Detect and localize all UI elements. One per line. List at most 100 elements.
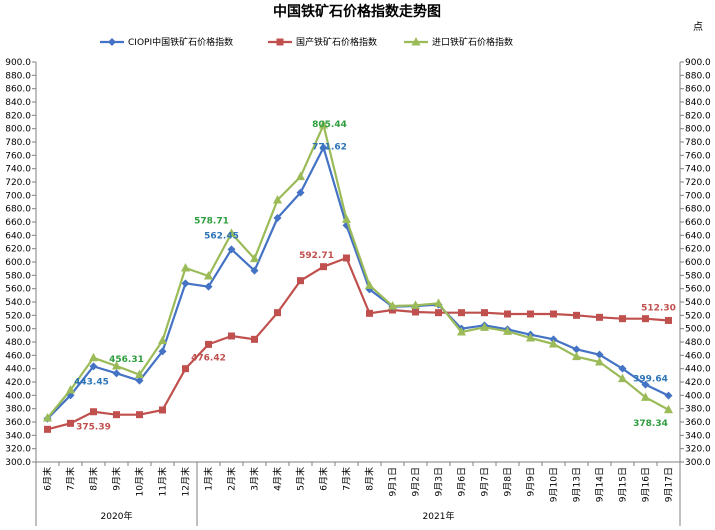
data-point-square [481, 309, 488, 317]
category-label: 2月末 [226, 467, 238, 491]
category-label: 9月6日 [457, 467, 468, 496]
category-label: 9月9日 [526, 467, 537, 496]
series-line [46, 123, 670, 419]
data-point-triangle [480, 322, 489, 331]
category-label: 9月末 [111, 467, 123, 491]
series-layer [43, 120, 673, 433]
data-label: 592.71 [299, 251, 334, 261]
category-label: 9月17日 [664, 467, 675, 502]
data-point-diamond [204, 282, 213, 291]
category-label: 9月8日 [503, 467, 514, 496]
category-axis: 6月末 7月末 8月末 9月末 10月末 11月末 12月末 1月末 2月末 3月末 4月末 5月末 6… [35, 462, 681, 526]
data-point-square [665, 316, 672, 324]
y-tick-label-left: 520.0 [5, 311, 31, 321]
data-point-diamond [89, 362, 98, 371]
data-point-diamond [296, 188, 305, 197]
y-tick-label-right: 600.0 [685, 258, 711, 268]
y-tick-label-right: 640.0 [685, 231, 711, 241]
data-point-triangle [250, 253, 259, 263]
data-point-triangle [595, 357, 604, 366]
y-tick-label-left: 420.0 [5, 378, 31, 388]
y-tick-label-left: 400.0 [5, 391, 31, 401]
axes: 300.0 300.0 320.0 320.0 340.0 340.0 360.0 360.0… [5, 58, 711, 468]
data-point-square [619, 315, 626, 323]
category-label: 6月末 [318, 467, 330, 491]
category-label: 10月末 [134, 467, 146, 496]
data-point-square [412, 308, 419, 316]
category-label: 1月末 [203, 467, 215, 491]
category-label: 7月末 [65, 467, 77, 491]
y-tick-label-left: 460.0 [5, 351, 31, 361]
y-tick-label-right: 560.0 [685, 285, 711, 295]
series-line [46, 146, 669, 420]
series-group [44, 254, 672, 433]
year-group-label: 2020年 [101, 510, 133, 522]
y-tick-label-left: 660.0 [5, 218, 31, 228]
y-tick-label-left: 860.0 [5, 85, 31, 95]
y-tick-label-right: 400.0 [685, 391, 711, 401]
data-point-triangle [342, 214, 351, 223]
y-tick-label-left: 700.0 [5, 191, 31, 201]
y-tick-label-right: 360.0 [685, 418, 711, 428]
data-point-square [573, 311, 580, 319]
y-tick-label-right: 480.0 [685, 338, 711, 348]
data-point-triangle [641, 392, 650, 401]
category-label: 3月末 [249, 467, 261, 491]
data-point-square [276, 38, 284, 46]
data-point-triangle [296, 171, 305, 181]
category-label: 9月1日 [388, 467, 399, 496]
data-point-triangle [388, 301, 397, 310]
data-label: 771.62 [312, 143, 347, 153]
data-label: 375.39 [76, 423, 111, 433]
data-point-square [297, 277, 304, 285]
y-tick-label-right: 440.0 [685, 365, 711, 375]
data-point-square [113, 411, 120, 419]
data-point-triangle [526, 333, 535, 342]
data-label: 378.34 [633, 419, 668, 429]
data-point-diamond [135, 376, 144, 385]
data-point-triangle [549, 339, 558, 348]
data-point-square [274, 309, 281, 317]
data-label: 443.45 [74, 377, 109, 387]
y-tick-label-right: 340.0 [685, 431, 711, 441]
y-tick-label-left: 560.0 [5, 285, 31, 295]
data-point-triangle [66, 385, 75, 394]
data-point-triangle [457, 327, 466, 336]
category-label: 8月末 [88, 467, 100, 491]
legend-label: 进口铁矿石价格指数 [432, 36, 513, 48]
annotation-layer: 375.39 443.45 456.31 476.42 562.45 578.71 592.… [74, 120, 676, 433]
data-point-diamond [664, 391, 673, 400]
category-label: 9月10日 [549, 467, 560, 502]
data-point-square [504, 310, 511, 318]
year-group-label: 2021年 [423, 510, 455, 522]
data-point-square [44, 425, 51, 433]
y-tick-label-right: 800.0 [685, 125, 711, 135]
y-tick-label-left: 640.0 [5, 231, 31, 241]
y-tick-label-right: 820.0 [685, 111, 711, 121]
data-point-square [159, 406, 166, 414]
data-point-triangle [158, 335, 167, 345]
data-point-square [527, 310, 534, 318]
data-point-square [550, 310, 557, 318]
chart-title: 中国铁矿石价格指数走势图 [273, 3, 441, 20]
data-point-square [182, 365, 189, 373]
data-point-triangle [227, 228, 236, 237]
data-point-triangle [89, 352, 98, 362]
legend-label: 国产铁矿石价格指数 [296, 36, 377, 48]
y-tick-label-left: 800.0 [5, 125, 31, 135]
legend-item: 进口铁矿石价格指数 [404, 36, 513, 48]
y-tick-label-right: 660.0 [685, 218, 711, 228]
category-label: 9月16日 [641, 467, 652, 502]
y-tick-label-right: 380.0 [685, 405, 711, 415]
y-tick-label-left: 500.0 [5, 325, 31, 335]
data-point-triangle [411, 37, 421, 46]
data-point-diamond [273, 214, 282, 222]
data-point-diamond [618, 364, 627, 373]
data-point-square [90, 408, 97, 416]
y-tick-label-right: 620.0 [685, 245, 711, 255]
y-tick-label-right: 680.0 [685, 205, 711, 215]
data-point-square [136, 411, 143, 419]
data-point-triangle [319, 120, 328, 129]
data-point-triangle [365, 280, 374, 289]
